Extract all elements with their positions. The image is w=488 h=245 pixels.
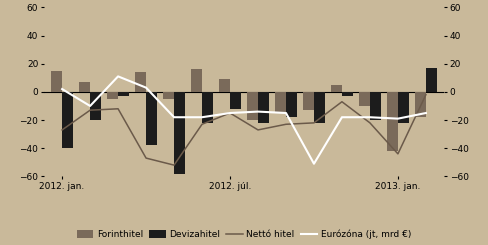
Legend: Forinthitel, Devizahitel, Nettó hitel, Eurózóna (jt, mrd €): Forinthitel, Devizahitel, Nettó hitel, E… xyxy=(73,226,415,243)
Bar xyxy=(80,82,90,92)
Bar xyxy=(342,92,352,96)
Bar xyxy=(107,92,118,99)
Bar xyxy=(331,85,342,92)
Bar xyxy=(359,92,370,106)
Bar xyxy=(398,92,408,123)
Bar xyxy=(136,72,146,92)
Bar xyxy=(230,92,241,109)
Bar xyxy=(202,92,213,123)
Bar xyxy=(191,69,202,92)
Bar xyxy=(174,92,184,174)
Bar xyxy=(426,68,437,92)
Bar xyxy=(220,79,230,92)
Bar xyxy=(90,92,101,120)
Bar xyxy=(62,92,73,148)
Bar xyxy=(51,71,62,92)
Bar xyxy=(275,92,286,113)
Bar xyxy=(286,92,297,117)
Bar xyxy=(415,92,426,117)
Bar xyxy=(304,92,314,110)
Bar xyxy=(314,92,325,123)
Bar xyxy=(163,92,174,99)
Bar xyxy=(258,92,268,123)
Bar xyxy=(370,92,381,120)
Bar xyxy=(387,92,398,151)
Bar xyxy=(146,92,157,146)
Bar xyxy=(247,92,258,120)
Bar xyxy=(118,92,129,96)
